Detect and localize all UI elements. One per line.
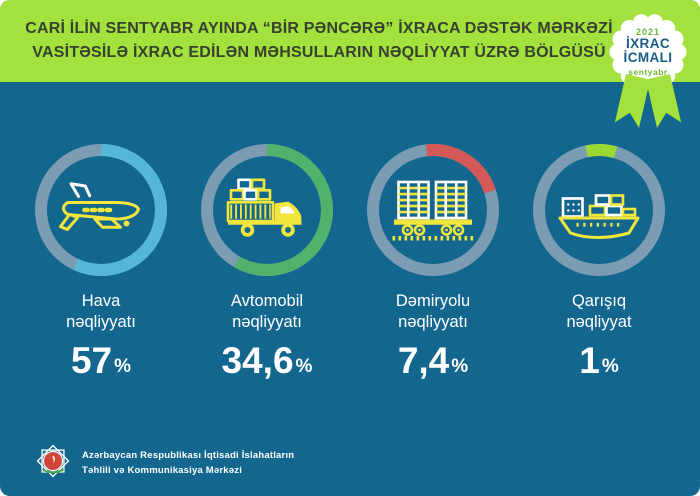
value-rail: 7,4 % [397, 340, 469, 382]
footer-org-name: Azərbaycan Respublikası İqtisadi İslahat… [82, 449, 295, 476]
column-rail-transport: Dəmiryolu nəqliyyatı 7,4 % [357, 144, 509, 379]
label-road: Avtomobil nəqliyyatı [230, 292, 304, 332]
donut-ring-road [201, 144, 333, 276]
airplane-icon [35, 144, 167, 276]
value-road: 34,6 % [221, 340, 313, 382]
value-air: 57 % [70, 340, 132, 382]
header-banner: CARİ İLİN SENTYABR AYINDA “BİR PƏNCƏRƏ” … [0, 0, 700, 82]
badge-title-line-2: İCMALI [623, 50, 673, 65]
badge-month: sentyabr [628, 67, 668, 78]
azerbaijan-emblem-icon [34, 442, 72, 485]
page-title-line-2: VASİTƏSİLƏ İXRAC EDİLƏN MƏHSULLARIN NƏQL… [32, 44, 606, 61]
column-mixed-transport: Qarışıq nəqliyyat 1 % [523, 144, 675, 379]
transport-chart-row: Hava nəqliyyatı 57 % [0, 82, 700, 379]
donut-ring-air [35, 144, 167, 276]
column-road-transport: Avtomobil nəqliyyatı 34,6 % [191, 144, 343, 379]
badge-text: 2021 İXRAC İCMALI sentyabr [601, 10, 695, 94]
badge-title-line-1: İXRAC [625, 35, 670, 51]
column-air-transport: Hava nəqliyyatı 57 % [25, 144, 177, 379]
label-mixed: Qarışıq nəqliyyat [566, 292, 632, 332]
cargo-ship-icon [533, 144, 665, 276]
truck-icon [201, 144, 333, 276]
page-title-line-1: CARİ İLİN SENTYABR AYINDA “BİR PƏNCƏRƏ” … [25, 20, 613, 38]
donut-ring-rail [367, 144, 499, 276]
badge-year: 2021 [635, 26, 661, 37]
footer: Azərbaycan Respublikası İqtisadi İslahat… [34, 442, 294, 485]
label-air: Hava nəqliyyatı [66, 292, 136, 332]
value-mixed: 1 % [579, 340, 619, 382]
label-rail: Dəmiryolu nəqliyyatı [395, 292, 471, 332]
donut-ring-mixed [533, 144, 665, 276]
ixrac-icmali-badge: 2021 İXRAC İCMALI sentyabr [601, 10, 695, 130]
rail-wagon-icon [367, 144, 499, 276]
